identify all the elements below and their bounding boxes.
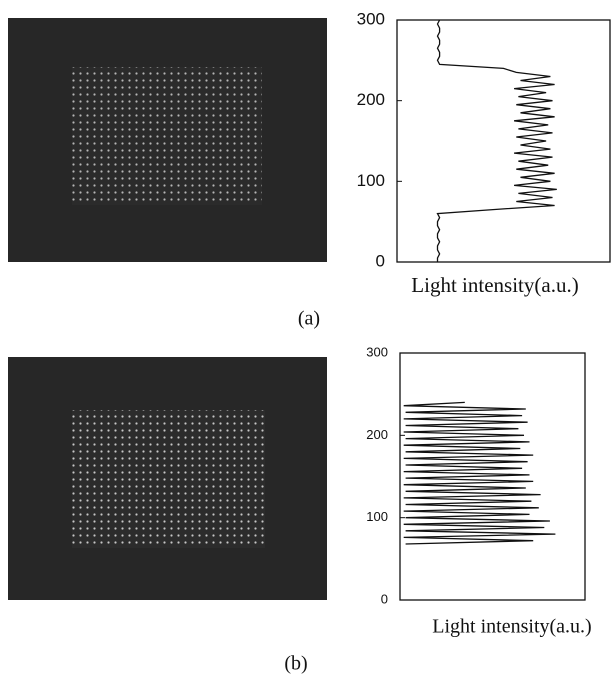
tick-label: 200 — [357, 90, 385, 109]
tick-label: 300 — [357, 9, 385, 28]
plot-frame — [396, 19, 611, 263]
tick-label: 200 — [366, 427, 388, 442]
tick-label: 100 — [357, 171, 385, 190]
tick-label: 300 — [366, 344, 388, 359]
panel-label: (b) — [284, 653, 307, 675]
photo-a — [8, 18, 327, 262]
axis-label: Light intensity(a.u.) — [411, 273, 578, 297]
tick-label: 0 — [376, 251, 385, 270]
tick-label: 0 — [381, 591, 388, 606]
tick-label: 100 — [366, 509, 388, 524]
plot-frame — [399, 352, 586, 601]
panel-label: (a) — [298, 308, 320, 330]
photo-b — [8, 357, 327, 600]
intensity-profile — [436, 19, 557, 262]
plots: 0 100 200 300 Light intensity(a.u.) (a) 0 100 20… — [284, 9, 611, 675]
axis-label: Light intensity(a.u.) — [432, 616, 591, 638]
intensity-profile — [403, 401, 556, 545]
